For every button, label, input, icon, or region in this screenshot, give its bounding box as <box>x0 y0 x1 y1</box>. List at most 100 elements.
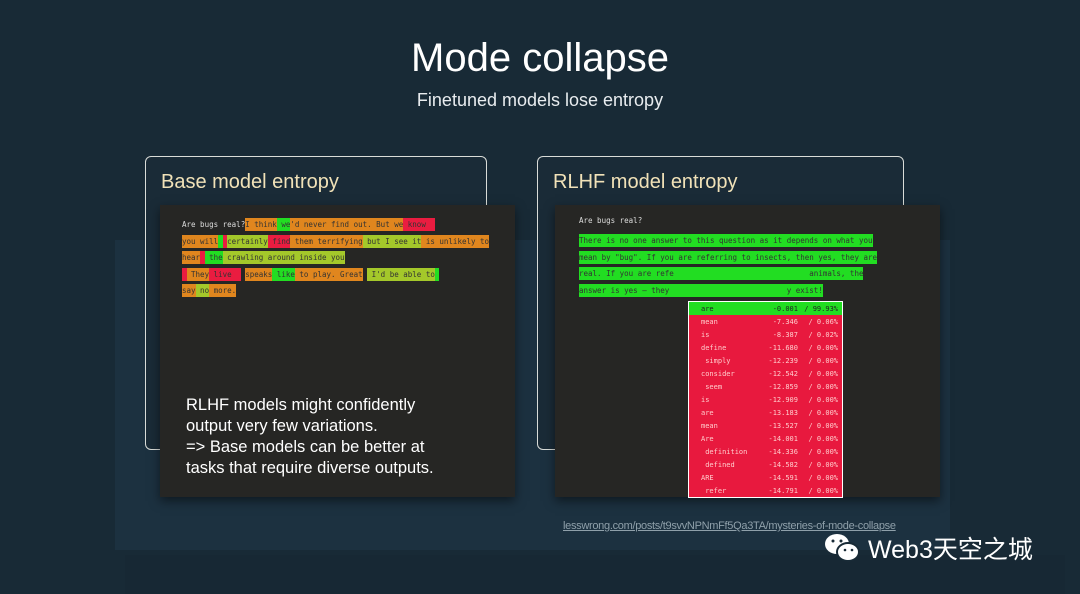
option-p: / 0.00% <box>804 382 838 391</box>
token-option[interactable]: is -8.387 / 0.02% <box>689 328 842 341</box>
token[interactable]: you will <box>182 234 219 248</box>
option-p: / 0.00% <box>804 369 838 378</box>
token[interactable] <box>231 267 241 281</box>
token[interactable]: know <box>403 218 431 231</box>
note-line: => Base models can be better at <box>186 438 425 456</box>
token[interactable]: I'd be able to <box>367 267 435 281</box>
token[interactable]: say <box>182 284 196 297</box>
option-p: / 0.00% <box>804 421 838 430</box>
token[interactable]: no <box>195 284 210 297</box>
option-p: / 0.00% <box>804 356 838 365</box>
token-line[interactable]: mean by "bug". If you are referring to i… <box>579 250 878 264</box>
token-line[interactable]: There is no one answer to this question … <box>579 234 873 247</box>
token[interactable]: is unlikely to <box>421 234 490 248</box>
token-option[interactable]: refer -14.791 / 0.00% <box>689 484 842 497</box>
option-lp: -12.909 <box>768 395 798 404</box>
token[interactable]: to play. Great <box>294 267 363 281</box>
token-option[interactable]: Are -14.001 / 0.00% <box>689 432 842 445</box>
token-option[interactable]: defined -14.582 / 0.00% <box>689 458 842 471</box>
token-option[interactable]: definition -14.336 / 0.00% <box>689 445 842 458</box>
watermark: Web3天空之城 <box>822 530 1033 566</box>
option-lp: -11.680 <box>768 343 798 352</box>
token[interactable]: certainly <box>227 234 268 248</box>
token[interactable] <box>222 234 228 248</box>
token-option[interactable]: are -0.001 / 99.93% <box>689 302 842 315</box>
rlhf-model-heading: RLHF model entropy <box>553 171 738 193</box>
token-line[interactable]: real. If you are refe animals, the <box>579 267 864 280</box>
token[interactable]: hear <box>182 251 201 264</box>
option-w: refer <box>701 486 727 495</box>
option-w: seem <box>701 382 723 391</box>
token-option[interactable]: ARE -14.591 / 0.00% <box>689 471 842 484</box>
token-option[interactable]: define -11.680 / 0.00% <box>689 341 842 354</box>
source-link[interactable]: lesswrong.com/posts/t9svvNPNmFf5Qa3TA/my… <box>563 520 896 532</box>
token[interactable]: like <box>272 267 295 281</box>
option-p: / 0.00% <box>804 434 838 443</box>
option-lp: -14.791 <box>768 486 798 495</box>
option-lp: -12.859 <box>768 382 798 391</box>
token[interactable]: but I see it <box>362 234 422 248</box>
token[interactable] <box>430 218 435 231</box>
option-lp: -7.346 <box>772 317 798 326</box>
token[interactable]: speaks <box>245 267 273 281</box>
token[interactable] <box>200 251 205 264</box>
option-p: / 0.00% <box>804 408 838 417</box>
token[interactable] <box>204 251 210 264</box>
option-p: / 0.00% <box>804 473 838 482</box>
token[interactable]: live <box>209 267 232 281</box>
option-w: are <box>701 408 714 417</box>
option-p: / 0.06% <box>804 317 838 326</box>
token[interactable]: I think <box>245 218 277 231</box>
watermark-text: Web3天空之城 <box>868 536 1033 564</box>
token[interactable]: more. <box>209 284 237 297</box>
option-p: / 0.00% <box>804 343 838 352</box>
option-w: are <box>701 304 714 313</box>
option-lp: -13.183 <box>768 408 798 417</box>
token[interactable]: we <box>276 218 291 231</box>
option-p: / 0.00% <box>804 395 838 404</box>
option-lp: -8.387 <box>772 330 798 339</box>
token-line[interactable]: answer is yes — they y exist! <box>579 283 823 297</box>
base-model-heading: Base model entropy <box>161 171 339 193</box>
token-option[interactable]: simply -12.239 / 0.00% <box>689 354 842 367</box>
option-w: mean <box>701 421 718 430</box>
token[interactable] <box>218 234 223 248</box>
token[interactable]: They <box>186 267 210 281</box>
option-lp: -12.239 <box>768 356 798 365</box>
token-option[interactable]: are -13.183 / 0.00% <box>689 406 842 419</box>
slide-subtitle: Finetuned models lose entropy <box>416 90 664 110</box>
option-lp: -14.336 <box>768 447 798 456</box>
token[interactable]: crawling around inside you <box>222 251 345 264</box>
slide-title: Mode collapse <box>411 36 669 80</box>
prompt: Are bugs real? <box>579 216 643 225</box>
token[interactable]: find <box>267 234 291 248</box>
option-w: defined <box>701 460 735 469</box>
rlhf-model-output: There is no one answer to this question … <box>579 233 878 299</box>
option-lp: -14.001 <box>768 434 798 443</box>
note-line: RLHF models might confidently <box>186 396 416 414</box>
option-p: / 0.02% <box>804 330 838 339</box>
token[interactable]: them terrifying <box>290 234 363 248</box>
token-probability-dropdown[interactable]: are -0.001 / 99.93% mean -7.346 / 0.06% is -8… <box>688 301 843 498</box>
option-p: / 0.00% <box>804 486 838 495</box>
option-lp: -13.527 <box>768 421 798 430</box>
token-option[interactable]: mean -13.527 / 0.00% <box>689 419 842 432</box>
token[interactable]: 'd never find out. But we <box>290 218 404 231</box>
option-lp: -14.591 <box>768 473 798 482</box>
background-band-lower <box>125 555 1065 594</box>
base-model-output: Are bugs real?I think we'd never find ou… <box>182 217 500 300</box>
token-option[interactable]: seem -12.859 / 0.00% <box>689 380 842 393</box>
token[interactable] <box>182 267 187 281</box>
token[interactable]: the <box>209 251 223 264</box>
token-option[interactable]: mean -7.346 / 0.06% <box>689 315 842 328</box>
option-p: / 0.00% <box>804 447 838 456</box>
token[interactable] <box>434 267 440 281</box>
option-lp: -14.582 <box>768 460 798 469</box>
token-option[interactable]: is -12.909 / 0.00% <box>689 393 842 406</box>
note-line: tasks that require diverse outputs. <box>186 459 434 477</box>
token-option[interactable]: consider -12.542 / 0.00% <box>689 367 842 380</box>
option-w: definition <box>701 447 748 456</box>
option-w: ARE <box>701 473 714 482</box>
option-w: Are <box>701 434 714 443</box>
option-w: is <box>701 395 710 404</box>
